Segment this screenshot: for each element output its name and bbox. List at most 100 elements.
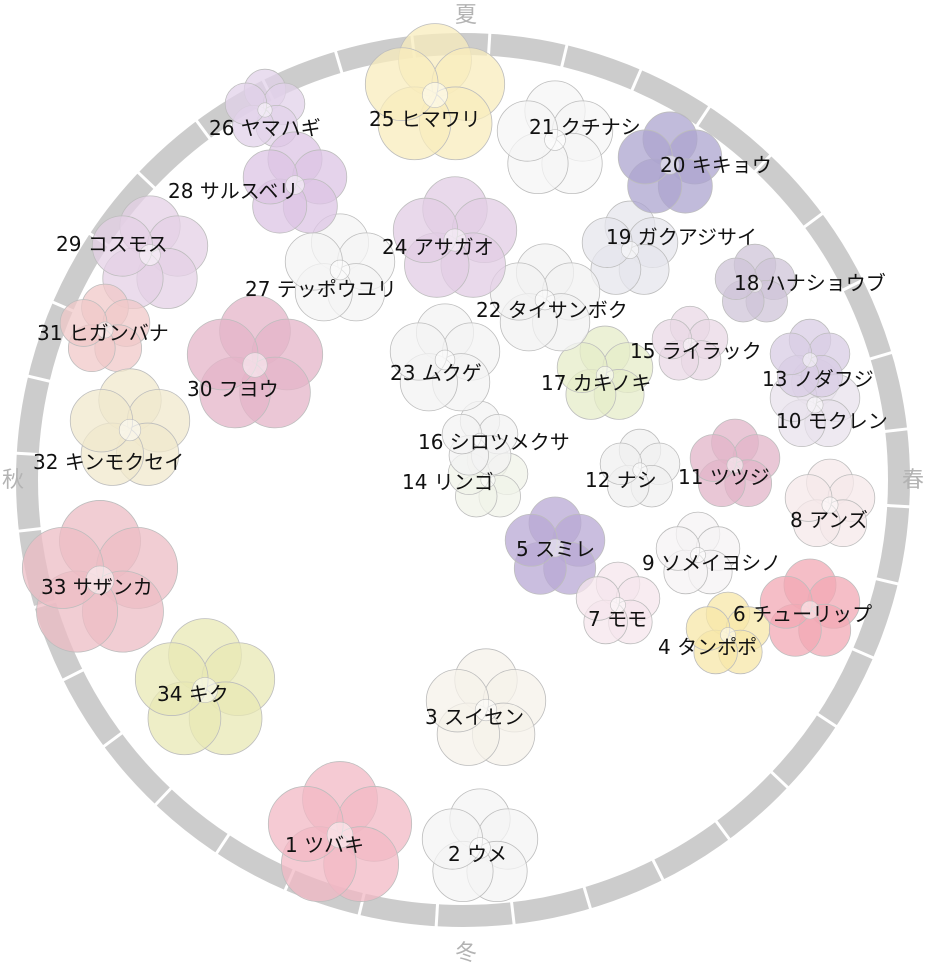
- flower-label: 17 カキノキ: [541, 371, 651, 395]
- peach-icon: [575, 561, 661, 645]
- season-labels: 夏 春 冬 秋: [2, 3, 924, 966]
- flower-label: 3 スイセン: [425, 705, 524, 729]
- ring-divider: [694, 104, 712, 128]
- ring-divider: [840, 277, 866, 293]
- flower-label: 15 ライラック: [630, 339, 762, 363]
- ring-divider: [559, 42, 569, 69]
- lilac-icon: [651, 305, 729, 381]
- persimmon-icon: [556, 325, 654, 420]
- flower-label: 27 テッポウユリ: [245, 277, 397, 301]
- flower-label: 21 クチナシ: [529, 115, 641, 139]
- ring-divider: [135, 170, 157, 191]
- ring-divider: [509, 900, 516, 927]
- season-label-autumn: 秋: [2, 468, 24, 493]
- cotton-rose-icon: [186, 295, 324, 429]
- sasanqua-icon: [21, 500, 179, 653]
- ume-icon: [421, 788, 539, 903]
- red-spider-lily-icon: [59, 283, 151, 373]
- flower-label: 11 ツツジ: [678, 465, 770, 489]
- violet-icon: [504, 496, 606, 595]
- flower-label: 23 ムクゲ: [390, 361, 482, 385]
- flower-label: 6 チューリップ: [733, 602, 872, 626]
- bellflower-icon: [617, 111, 723, 214]
- ring-divider: [713, 818, 732, 842]
- narcissus-icon: [425, 648, 547, 766]
- flower-label: 16 シロツメクサ: [418, 430, 570, 454]
- flower-label: 25 ヒマワリ: [369, 107, 481, 131]
- flower-label: 12 ナシ: [585, 468, 657, 492]
- flower-label: 33 サザンカ: [41, 575, 153, 599]
- rose-of-sharon-icon: [389, 303, 501, 412]
- ring-divider: [801, 211, 825, 230]
- ring-divider: [194, 118, 213, 142]
- ring-divider: [434, 902, 440, 929]
- ring-divider: [60, 667, 86, 683]
- camellia-icon: [267, 761, 413, 902]
- southern-magnolia-icon: [489, 243, 601, 352]
- sunflower-icon: [364, 23, 506, 161]
- flower-label: 19 ガクアジサイ: [606, 225, 757, 249]
- ring-divider: [815, 711, 839, 729]
- flower-label: 2 ウメ: [448, 842, 507, 866]
- ring-divider: [14, 451, 41, 457]
- ring-divider: [101, 730, 125, 749]
- ring-divider: [25, 374, 52, 384]
- flower-label: 32 キンモクセイ: [33, 450, 184, 474]
- flower-label: 5 スミレ: [516, 537, 595, 561]
- flower-label: 31 ヒガンバナ: [37, 321, 169, 345]
- ring-divider: [153, 786, 174, 808]
- lily-icon: [284, 213, 396, 322]
- flower-label: 10 モクレン: [776, 409, 888, 433]
- flower-label: 7 モモ: [588, 607, 647, 631]
- hydrangea-icon: [581, 200, 679, 295]
- ring-divider: [486, 31, 492, 58]
- azalea-icon: [689, 418, 781, 508]
- flower-labels: 1 ツバキ 2 ウメ 3 スイセン 4 タンポポ 5 スミレ 6 チューリップ 7 モモ 8 …: [33, 107, 888, 866]
- cherry-blossom-icon: [655, 511, 741, 595]
- flower-label: 18 ハナショウブ: [734, 271, 886, 295]
- iris-icon: [714, 243, 796, 323]
- flower-label: 20 キキョウ: [660, 153, 772, 177]
- gardenia-icon: [496, 80, 614, 195]
- ring-divider: [868, 350, 894, 361]
- ring-divider: [883, 427, 910, 434]
- ring-divider: [769, 769, 791, 790]
- ring-divider: [629, 67, 643, 93]
- ring-divider: [582, 885, 593, 911]
- clover-icon: [441, 400, 519, 476]
- ring-divider: [214, 832, 232, 856]
- bush-clover-icon: [224, 68, 306, 148]
- flower-label: 13 ノダフジ: [762, 367, 874, 391]
- season-label-spring: 春: [902, 468, 924, 493]
- osmanthus-icon: [69, 368, 191, 486]
- ring-divider: [874, 576, 901, 586]
- flower-label: 22 タイサンボク: [476, 298, 628, 322]
- flower-label: 26 ヤマハギ: [209, 116, 321, 140]
- flower-label: 34 キク: [157, 682, 229, 706]
- morning-glory-icon: [392, 176, 518, 298]
- chrysanthemum-icon: [134, 618, 276, 756]
- flower-label: 9 ソメイヨシノ: [642, 551, 781, 575]
- tulip-icon: [759, 558, 861, 657]
- flower-label: 30 フヨウ: [187, 377, 279, 401]
- ring-divider: [752, 152, 773, 174]
- flower-label: 28 サルスベリ: [168, 179, 298, 203]
- season-label-summer: 夏: [455, 3, 477, 28]
- ring-divider: [16, 526, 43, 533]
- flower-label: 29 コスモス: [56, 232, 168, 256]
- apricot-icon: [784, 458, 876, 548]
- ring-divider: [850, 646, 876, 660]
- cosmos-icon: [91, 195, 209, 310]
- wisteria-icon: [769, 318, 851, 398]
- pear-icon: [599, 428, 681, 508]
- flower-label: 8 アンズ: [790, 508, 868, 532]
- crape-myrtle-icon: [242, 131, 348, 234]
- flower-illustrations: [21, 23, 876, 903]
- flower-label: 4 タンポポ: [658, 635, 757, 659]
- ring-divider: [885, 503, 912, 509]
- ring-divider: [333, 49, 344, 75]
- flower-label: 14 リンゴ: [402, 470, 494, 494]
- flower-label: 24 アサガオ: [382, 235, 494, 259]
- flower-label: 1 ツバキ: [285, 833, 364, 857]
